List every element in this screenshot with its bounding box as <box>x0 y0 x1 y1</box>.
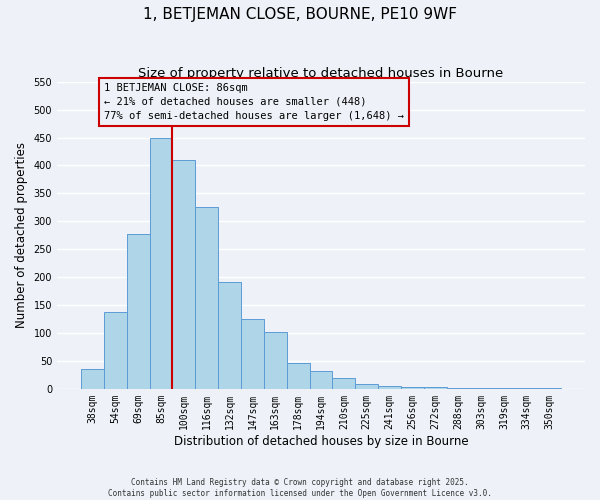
X-axis label: Distribution of detached houses by size in Bourne: Distribution of detached houses by size … <box>174 434 469 448</box>
Y-axis label: Number of detached properties: Number of detached properties <box>15 142 28 328</box>
Bar <box>287 363 310 389</box>
Bar <box>172 160 196 389</box>
Bar <box>401 386 424 389</box>
Bar <box>515 388 538 389</box>
Text: Contains HM Land Registry data © Crown copyright and database right 2025.
Contai: Contains HM Land Registry data © Crown c… <box>108 478 492 498</box>
Bar <box>378 386 401 389</box>
Bar <box>470 388 493 389</box>
Bar <box>127 234 149 389</box>
Bar <box>81 370 104 389</box>
Bar <box>218 282 241 389</box>
Bar <box>149 138 172 389</box>
Bar <box>264 332 287 389</box>
Text: 1, BETJEMAN CLOSE, BOURNE, PE10 9WF: 1, BETJEMAN CLOSE, BOURNE, PE10 9WF <box>143 8 457 22</box>
Bar <box>332 378 355 389</box>
Title: Size of property relative to detached houses in Bourne: Size of property relative to detached ho… <box>139 68 503 80</box>
Bar <box>241 319 264 389</box>
Bar <box>447 388 470 389</box>
Bar <box>310 371 332 389</box>
Bar <box>196 208 218 389</box>
Text: 1 BETJEMAN CLOSE: 86sqm
← 21% of detached houses are smaller (448)
77% of semi-d: 1 BETJEMAN CLOSE: 86sqm ← 21% of detache… <box>104 83 404 121</box>
Bar <box>538 388 561 389</box>
Bar <box>355 384 378 389</box>
Bar <box>424 387 447 389</box>
Bar <box>104 312 127 389</box>
Bar <box>493 388 515 389</box>
